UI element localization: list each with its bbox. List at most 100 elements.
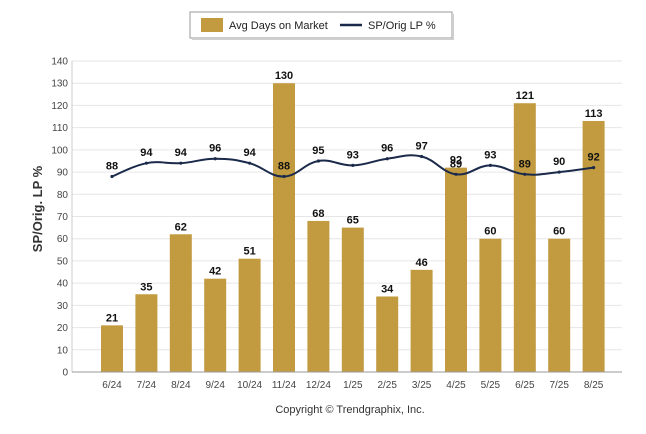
y-tick-label: 110 bbox=[52, 123, 68, 134]
y-axis-title: SP/Orig. LP % bbox=[30, 165, 45, 252]
bar-value-label: 60 bbox=[553, 226, 565, 238]
line-value-label: 90 bbox=[553, 156, 565, 168]
y-tick-label: 50 bbox=[57, 256, 69, 267]
x-axis: 6/24 7/24 8/24 9/24 10/24 11/24 12/24 1/25 2/25 3… bbox=[72, 371, 622, 391]
line-value-label: 92 bbox=[587, 152, 599, 164]
y-tick-label: 120 bbox=[51, 101, 68, 112]
y-tick-label: 60 bbox=[57, 234, 69, 245]
legend-bar-label: Avg Days on Market bbox=[229, 20, 328, 32]
line-value-label: 89 bbox=[519, 158, 531, 170]
bar-value-label: 34 bbox=[381, 283, 394, 295]
line-point bbox=[351, 163, 355, 168]
x-tick-label: 7/25 bbox=[549, 380, 569, 391]
line-value-label: 88 bbox=[106, 161, 118, 173]
legend-line-label: SP/Orig LP % bbox=[368, 20, 436, 32]
line-value-label: 96 bbox=[209, 143, 221, 155]
x-tick-label: 9/24 bbox=[205, 380, 225, 391]
line-point bbox=[557, 170, 561, 174]
bar bbox=[479, 238, 502, 372]
copyright-footer: Copyright © Trendgraphix, Inc. bbox=[275, 404, 424, 416]
bar-value-label: 35 bbox=[140, 281, 152, 293]
x-tick-label: 10/24 bbox=[237, 380, 262, 391]
line-value-label: 95 bbox=[312, 145, 324, 157]
y-tick-label: 70 bbox=[57, 212, 69, 223]
bar bbox=[341, 227, 364, 372]
y-tick-label: 30 bbox=[57, 301, 69, 312]
x-tick-label: 6/25 bbox=[515, 380, 535, 391]
bar-value-label: 62 bbox=[175, 221, 187, 233]
bar bbox=[238, 258, 261, 372]
x-tick-label: 2/25 bbox=[377, 380, 397, 391]
bar bbox=[204, 278, 227, 372]
line-point bbox=[385, 157, 389, 161]
y-tick-label: 100 bbox=[51, 145, 68, 156]
bar-value-label: 46 bbox=[415, 257, 427, 269]
y-tick-label: 20 bbox=[57, 323, 69, 334]
bar bbox=[445, 167, 467, 372]
bar-series bbox=[101, 83, 605, 372]
line-series bbox=[110, 154, 596, 179]
y-tick-label: 0 bbox=[62, 368, 68, 379]
line-value-label: 97 bbox=[415, 141, 427, 153]
x-tick-label: 8/24 bbox=[171, 380, 191, 391]
bar-value-label: 60 bbox=[484, 226, 496, 238]
bar bbox=[582, 120, 605, 372]
x-tick-label: 6/24 bbox=[102, 380, 122, 391]
legend: Avg Days on Market SP/Orig LP % bbox=[189, 11, 454, 40]
line-point bbox=[213, 157, 217, 161]
y-tick-label: 10 bbox=[57, 345, 69, 356]
x-tick-label: 4/25 bbox=[446, 380, 466, 391]
y-axis: 0 10 20 30 40 50 60 70 80 90 100 110 120 130 140 bbox=[51, 57, 73, 379]
bar bbox=[410, 269, 433, 372]
line-value-label: 88 bbox=[278, 161, 290, 173]
x-tick-label: 11/24 bbox=[272, 380, 297, 391]
y-tick-label: 40 bbox=[57, 279, 69, 290]
line-point bbox=[523, 172, 527, 176]
line-value-label: 96 bbox=[381, 143, 393, 155]
bar-value-label: 92 bbox=[450, 155, 462, 167]
y-tick-label: 90 bbox=[57, 168, 69, 179]
y-tick-label: 130 bbox=[51, 79, 68, 90]
x-tick-label: 7/24 bbox=[137, 380, 157, 391]
bar bbox=[307, 220, 330, 372]
bar-value-label: 130 bbox=[275, 70, 293, 82]
line-point bbox=[248, 161, 252, 165]
bar bbox=[273, 83, 295, 372]
bar-value-label: 68 bbox=[312, 208, 324, 220]
bar bbox=[135, 294, 158, 372]
x-tick-label: 1/25 bbox=[343, 380, 363, 391]
y-tick-label: 80 bbox=[57, 190, 69, 201]
line-value-label: 93 bbox=[347, 149, 359, 161]
line-point bbox=[488, 163, 492, 168]
line-point bbox=[454, 172, 458, 176]
bar bbox=[513, 103, 536, 372]
line-point bbox=[592, 166, 596, 170]
bar-value-label: 51 bbox=[243, 246, 255, 258]
bar bbox=[101, 325, 123, 372]
line-point bbox=[179, 161, 183, 165]
bar bbox=[548, 238, 571, 372]
bar bbox=[169, 234, 192, 372]
x-tick-label: 3/25 bbox=[412, 380, 432, 391]
line-point bbox=[420, 154, 424, 159]
line-point bbox=[144, 161, 148, 165]
line-value-label: 94 bbox=[175, 147, 188, 159]
x-tick-label: 5/25 bbox=[481, 380, 501, 391]
legend-bar-swatch bbox=[201, 18, 223, 32]
bar-value-label: 113 bbox=[585, 108, 603, 120]
line-point bbox=[282, 174, 286, 179]
line-value-label: 94 bbox=[243, 147, 256, 159]
x-tick-label: 12/24 bbox=[306, 380, 331, 391]
bar-value-label: 121 bbox=[516, 90, 534, 102]
bar-value-label: 65 bbox=[347, 215, 359, 227]
line-value-label: 94 bbox=[140, 147, 153, 159]
line-value-label: 93 bbox=[484, 149, 496, 161]
line-point bbox=[316, 159, 320, 163]
x-tick-label: 8/25 bbox=[584, 380, 604, 391]
line-value-label: 89 bbox=[450, 158, 462, 170]
data-labels: 21 35 62 42 51 130 68 65 34 46 92 60 121 60 113 88 94 94 9… bbox=[106, 70, 603, 324]
line-point bbox=[110, 174, 114, 179]
bar-value-label: 21 bbox=[106, 312, 118, 324]
bar bbox=[376, 296, 399, 372]
